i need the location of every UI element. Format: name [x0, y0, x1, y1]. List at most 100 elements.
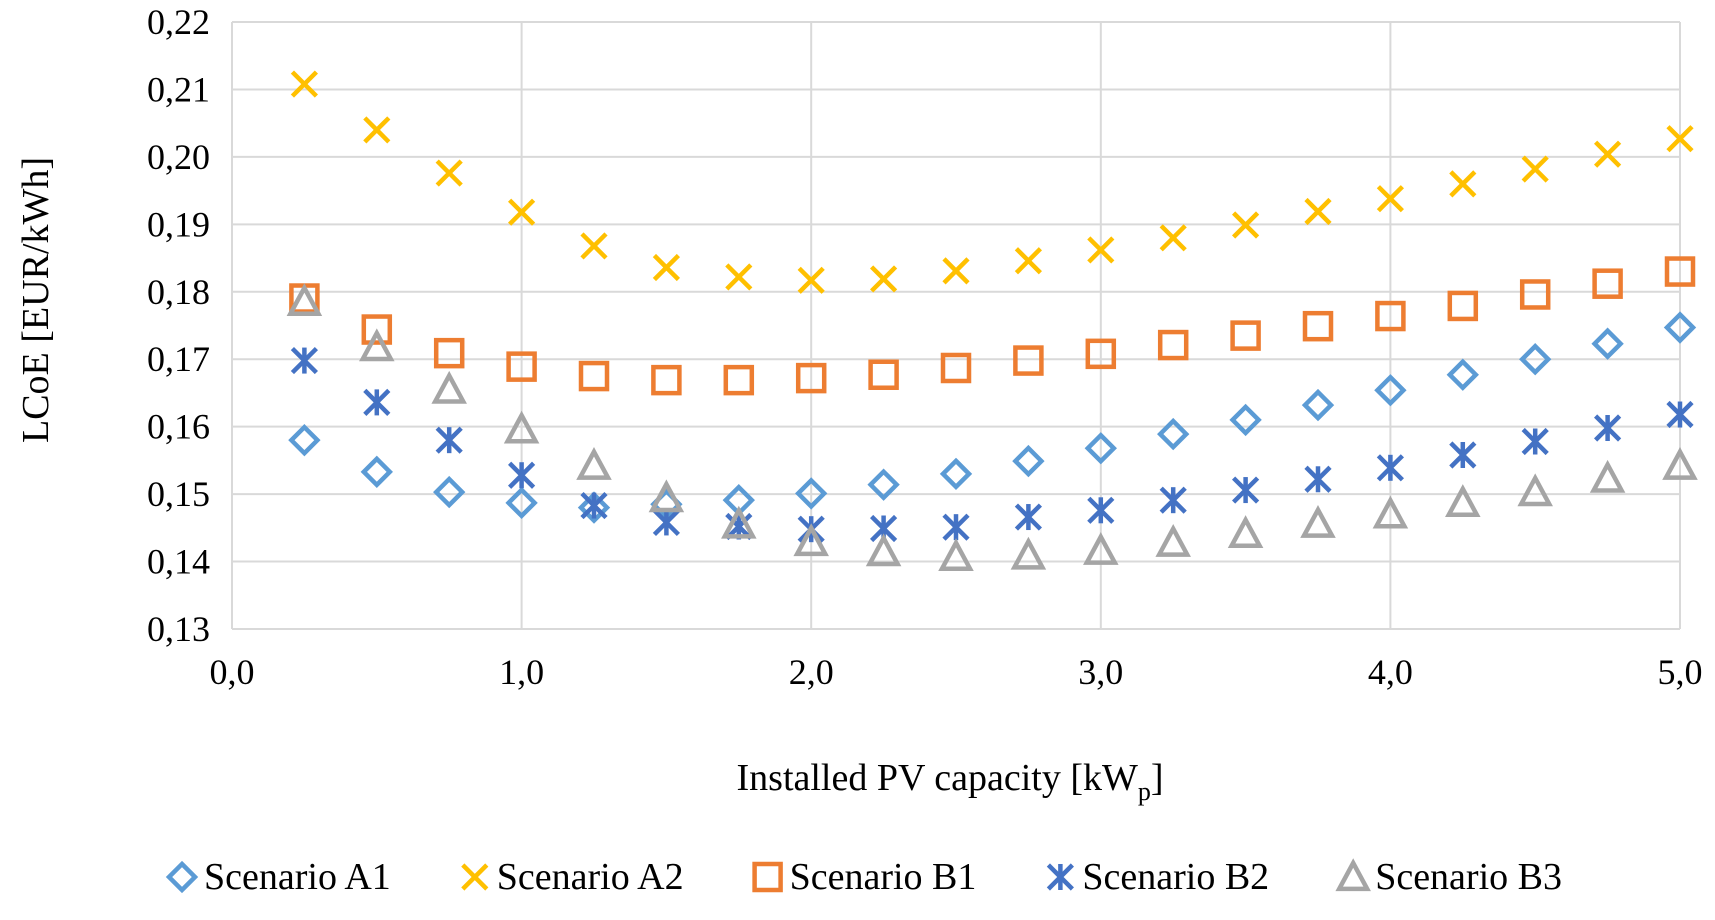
data-point	[1085, 338, 1117, 370]
data-point	[648, 479, 685, 513]
data-point	[286, 283, 323, 317]
data-point	[1301, 388, 1335, 422]
legend-item: Scenario B2	[1046, 856, 1269, 898]
data-point	[1304, 197, 1332, 226]
data-point	[433, 337, 465, 369]
data-point	[1083, 532, 1119, 565]
data-point	[1302, 310, 1334, 342]
data-point	[290, 346, 318, 375]
data-point	[942, 513, 970, 541]
data-point	[505, 486, 538, 520]
data-point	[1157, 329, 1189, 361]
data-point	[578, 360, 610, 392]
legend-item: Scenario A2	[461, 856, 684, 898]
legend-label: Scenario A2	[497, 856, 684, 898]
data-point	[1155, 523, 1191, 557]
data-point	[363, 388, 391, 416]
data-point	[1374, 374, 1407, 407]
data-point	[506, 351, 537, 382]
data-point	[1087, 236, 1115, 264]
data-point	[508, 461, 536, 489]
data-point	[652, 508, 680, 537]
legend-marker	[165, 860, 199, 894]
data-point	[435, 159, 463, 187]
data-point-stroke	[435, 159, 463, 187]
data-point	[1232, 211, 1260, 239]
data-point	[1592, 268, 1623, 299]
x-tick-label: 5,0	[1658, 652, 1703, 692]
data-point	[1594, 140, 1622, 168]
legend-marker-stroke	[461, 863, 489, 891]
data-point	[1519, 343, 1552, 376]
data-point	[1376, 185, 1404, 213]
data-point	[1663, 311, 1697, 344]
y-tick-label: 0,19	[147, 204, 210, 244]
y-tick-label: 0,20	[147, 137, 210, 177]
data-point-stroke	[1087, 236, 1115, 264]
data-point-stroke	[1159, 224, 1187, 252]
data-point	[1375, 300, 1406, 332]
data-point	[288, 423, 321, 457]
data-point-stroke	[1521, 155, 1549, 183]
data-point-stroke	[580, 232, 608, 260]
series-triangle	[286, 283, 1698, 571]
x-axis-title: Installed PV capacity [kWp]	[737, 757, 1164, 806]
data-point	[1445, 484, 1481, 518]
data-point	[1666, 400, 1694, 429]
data-point	[577, 491, 611, 524]
legend-label: Scenario A1	[204, 856, 391, 898]
legend-label: Scenario B1	[790, 856, 977, 898]
y-tick-label: 0,22	[147, 2, 210, 42]
data-point	[1376, 454, 1404, 482]
plot-area	[286, 70, 1698, 571]
legend-marker	[1046, 863, 1074, 891]
data-point	[652, 253, 680, 282]
data-point	[1087, 496, 1115, 524]
data-point	[508, 198, 536, 226]
data-point-stroke	[942, 257, 970, 285]
data-point	[1229, 403, 1262, 437]
data-point-stroke	[1449, 170, 1477, 198]
data-point	[1666, 125, 1694, 153]
x-axis-title-suffix: ]	[1151, 757, 1164, 799]
data-point	[1227, 515, 1264, 549]
data-point	[868, 359, 899, 390]
data-point	[793, 523, 829, 557]
data-point	[867, 468, 900, 501]
legend-marker	[1335, 858, 1371, 892]
axes: 0,13 0,14 0,15 0,16 0,17 0,18 0,19 0,20 0,21 0,22…	[147, 2, 1703, 692]
data-point	[359, 328, 395, 362]
data-point	[1591, 327, 1624, 360]
data-point	[938, 538, 974, 571]
data-point-stroke	[1014, 247, 1042, 275]
data-point-stroke	[652, 253, 680, 282]
legend-label: Scenario B2	[1082, 856, 1269, 898]
y-tick-label: 0,17	[147, 339, 210, 379]
x-tick-label: 0,0	[210, 652, 255, 692]
data-point-stroke	[290, 70, 318, 98]
legend-item: Scenario A1	[165, 856, 391, 898]
data-point	[1521, 155, 1549, 183]
data-point	[503, 410, 540, 444]
data-point	[939, 457, 973, 491]
y-tick-label: 0,14	[147, 542, 210, 582]
data-point-stroke	[1376, 185, 1404, 213]
data-point-stroke	[797, 266, 825, 294]
y-tick-label: 0,18	[147, 272, 210, 312]
data-point	[1372, 495, 1409, 529]
data-point	[1589, 459, 1626, 493]
legend-label: Scenario B3	[1375, 856, 1562, 898]
x-tick-label: 4,0	[1368, 652, 1413, 692]
data-point-stroke	[1232, 211, 1260, 239]
y-axis-title: LCoE [EUR/kWh]	[15, 157, 57, 443]
data-point	[1230, 320, 1261, 351]
data-point	[1449, 170, 1477, 198]
data-point	[1014, 247, 1042, 275]
data-point	[797, 266, 825, 294]
data-point	[1594, 414, 1622, 442]
data-point	[1447, 290, 1479, 322]
data-point	[940, 352, 972, 384]
x-axis-title-subscript: p	[1138, 777, 1151, 806]
legend: Scenario A1 Scenario A2 Scenario B1 Scenari…	[165, 856, 1562, 898]
